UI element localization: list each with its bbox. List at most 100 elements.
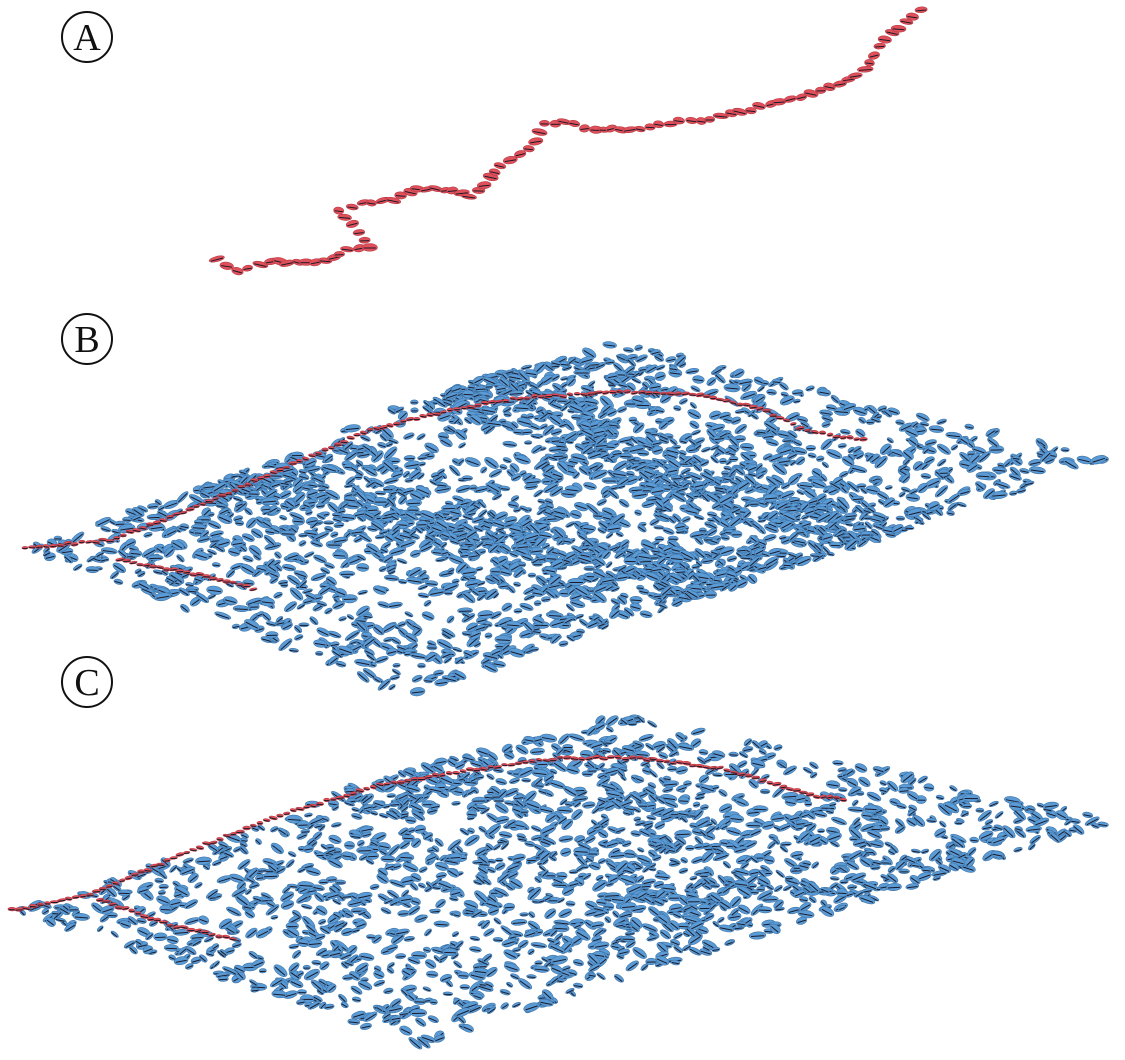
ellipsoid-glyph — [119, 533, 127, 538]
ellipsoid-glyph — [636, 584, 645, 591]
ellipsoid-glyph — [298, 622, 310, 628]
ellipsoid-glyph — [458, 442, 466, 449]
ellipsoid-glyph — [1019, 468, 1030, 474]
ellipsoid-glyph — [403, 935, 415, 942]
ellipsoid-glyph — [558, 640, 569, 647]
ellipsoid-glyph — [176, 554, 185, 563]
ellipsoid-glyph — [237, 484, 246, 489]
ellipsoid-glyph — [464, 457, 481, 468]
ellipsoid-glyph — [339, 570, 356, 577]
ellipsoid-glyph — [937, 458, 947, 467]
ellipsoid-glyph — [208, 255, 225, 263]
ellipsoid-glyph — [208, 576, 218, 581]
ellipsoid-glyph — [435, 872, 447, 879]
ellipsoid-glyph — [193, 504, 200, 509]
ellipsoid-glyph — [124, 875, 133, 881]
ellipsoid-glyph — [453, 407, 461, 412]
ellipsoid-glyph — [749, 500, 760, 507]
ellipsoid-glyph — [624, 931, 636, 936]
ellipsoid-glyph — [459, 984, 470, 990]
ellipsoid-glyph — [492, 937, 504, 943]
ellipsoid-glyph — [614, 974, 624, 983]
ellipsoid-glyph — [730, 416, 742, 425]
ellipsoid-glyph — [462, 389, 475, 399]
ellipsoid-glyph — [646, 935, 658, 942]
ellipsoid-glyph — [54, 917, 66, 923]
ellipsoid-glyph — [677, 796, 690, 805]
ellipsoid-glyph — [567, 577, 585, 586]
ellipsoid-glyph — [969, 836, 979, 844]
ellipsoid-glyph — [217, 975, 229, 982]
ellipsoid-glyph — [292, 950, 302, 959]
ellipsoid-glyph — [455, 484, 472, 494]
ellipsoid-glyph — [323, 797, 331, 803]
ellipsoid-glyph — [346, 614, 355, 620]
ellipsoid-glyph — [507, 763, 516, 767]
ellipsoid-glyph — [692, 375, 705, 384]
ellipsoid-glyph — [701, 446, 711, 453]
ellipsoid-glyph — [858, 436, 868, 442]
ellipsoid-glyph — [515, 744, 529, 755]
ellipsoid-glyph — [596, 498, 607, 506]
ellipsoid-glyph — [691, 856, 704, 864]
ellipsoid-glyph — [601, 477, 618, 484]
ellipsoid-glyph — [453, 960, 463, 969]
ellipsoid-glyph — [318, 879, 329, 885]
ellipsoid-glyph — [679, 398, 688, 405]
ellipsoid-glyph — [527, 948, 535, 955]
ellipsoid-glyph — [533, 489, 544, 498]
ellipsoid-glyph — [486, 773, 495, 780]
ellipsoid-glyph — [803, 89, 819, 98]
ellipsoid-glyph — [276, 813, 284, 818]
ellipsoid-glyph — [725, 940, 734, 946]
ellipsoid-glyph — [740, 555, 752, 560]
ellipsoid-glyph — [169, 856, 178, 860]
ellipsoid-glyph — [359, 825, 374, 834]
ellipsoid-glyph — [28, 545, 36, 549]
ellipsoid-glyph — [895, 419, 905, 426]
ellipsoid-glyph — [819, 409, 833, 417]
ellipsoid-glyph — [303, 805, 311, 809]
ellipsoid-glyph — [910, 848, 922, 854]
ellipsoid-glyph — [403, 432, 415, 440]
ellipsoid-glyph — [752, 102, 766, 110]
ellipsoid-glyph — [342, 974, 354, 981]
ellipsoid-glyph — [686, 896, 702, 906]
ellipsoid-glyph — [726, 555, 738, 562]
ellipsoid-glyph — [766, 884, 775, 891]
ellipsoid-glyph — [737, 760, 748, 768]
ellipsoid-glyph — [113, 536, 121, 540]
ellipsoid-glyph — [232, 495, 244, 502]
ellipsoid-glyph — [625, 960, 639, 972]
ellipsoid-glyph — [249, 587, 258, 592]
ellipsoid-glyph — [451, 800, 461, 806]
ellipsoid-glyph — [396, 558, 408, 564]
ellipsoid-glyph — [100, 526, 112, 533]
ellipsoid-glyph — [344, 841, 355, 850]
ellipsoid-glyph — [256, 820, 264, 826]
ellipsoid-glyph — [502, 457, 512, 464]
ellipsoid-glyph — [634, 509, 642, 516]
ellipsoid-glyph — [899, 18, 914, 25]
ellipsoid-glyph — [960, 810, 969, 818]
ellipsoid-glyph — [21, 546, 29, 550]
ellipsoid-glyph — [528, 137, 544, 146]
ellipsoid-glyph — [356, 846, 374, 855]
ellipsoid-glyph — [854, 763, 868, 773]
ellipsoid-glyph — [667, 535, 679, 542]
ellipsoid-glyph — [818, 430, 827, 435]
ellipsoid-glyph — [484, 383, 494, 390]
ellipsoid-glyph — [621, 756, 630, 761]
ellipsoid-glyph — [696, 791, 706, 797]
ellipsoid-glyph — [988, 800, 999, 807]
ellipsoid-glyph — [721, 470, 730, 476]
ellipsoid-glyph — [593, 390, 604, 395]
ellipsoid-glyph — [868, 51, 880, 60]
ellipsoid-glyph — [282, 564, 296, 572]
ellipsoid-glyph — [270, 826, 279, 833]
ellipsoid-glyph — [296, 603, 306, 610]
ellipsoid-glyph — [216, 837, 224, 842]
ellipsoid-glyph — [287, 851, 297, 858]
ellipsoid-glyph — [487, 765, 495, 769]
